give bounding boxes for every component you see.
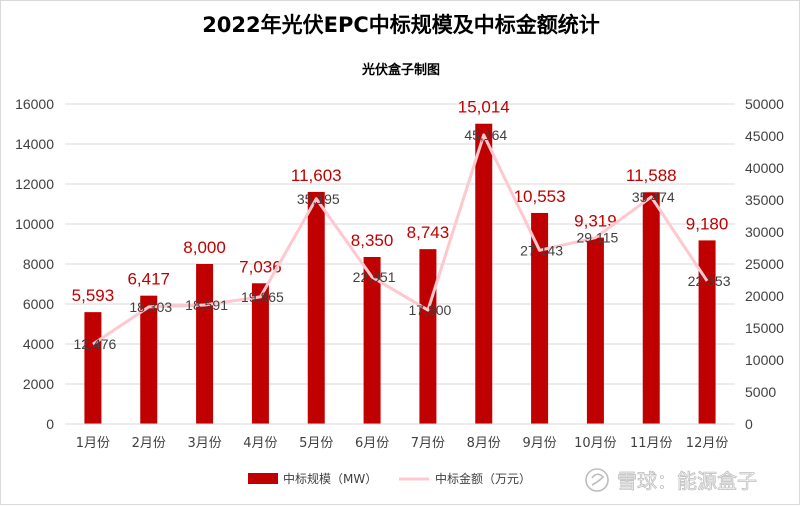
left-y-tick-label: 2000 (23, 376, 54, 392)
x-tick-label: 12月份 (686, 436, 729, 451)
right-y-tick-label: 50000 (745, 96, 784, 112)
line-path (92, 133, 709, 346)
left-y-tick-label: 12000 (15, 176, 54, 192)
chart-title: 2022年光伏EPC中标规模及中标金额统计 (202, 13, 600, 37)
line-value-label: 22,353 (688, 273, 731, 289)
bar-value-label: 8,743 (407, 223, 450, 242)
line-value-label: 17,800 (409, 302, 452, 318)
legend-line-label: 中标金额（万元） (435, 471, 531, 486)
line-series: 12,476 18,303 18,591 19,865 35,195 22,951 17,8… (74, 127, 731, 352)
left-y-tick-label: 4000 (23, 336, 54, 352)
line-value-label: 19,865 (241, 289, 284, 305)
left-y-axis: 0 2000 4000 6000 8000 10000 12000 14000 16000 (15, 96, 54, 432)
right-y-tick-label: 35000 (745, 192, 784, 208)
bar (475, 123, 493, 424)
line-value-label: 12,476 (74, 336, 117, 352)
x-tick-label: 11月份 (630, 436, 673, 451)
line-value-label: 29,115 (577, 230, 619, 246)
bar (419, 249, 437, 424)
legend-bar-swatch (248, 473, 278, 484)
legend-bar-label: 中标规模（MW） (283, 471, 377, 486)
x-tick-label: 5月份 (299, 436, 333, 451)
line-value-label: 27,143 (520, 242, 563, 258)
x-tick-label: 1月份 (76, 436, 110, 451)
bar (531, 212, 549, 424)
x-tick-label: 8月份 (467, 436, 501, 451)
x-tick-label: 7月份 (411, 436, 445, 451)
bar (363, 257, 381, 424)
x-tick-label: 10月份 (574, 436, 617, 451)
right-y-tick-label: 40000 (745, 160, 784, 176)
line-value-label: 22,951 (353, 269, 396, 285)
watermark-text: 雪球：能源盒子 (617, 469, 757, 493)
line-value-label: 18,591 (185, 297, 228, 313)
x-tick-label: 4月份 (243, 436, 277, 451)
left-y-tick-label: 6000 (23, 296, 54, 312)
bar-series: 5,593 6,417 8,000 7,036 11,603 8,350 8,743 15,0… (72, 98, 729, 424)
bar (642, 192, 660, 424)
gridlines (65, 103, 735, 425)
left-y-tick-label: 8000 (23, 256, 54, 272)
bar (196, 264, 214, 424)
line-value-label: 35,474 (632, 189, 675, 205)
right-y-tick-label: 30000 (745, 224, 784, 240)
right-y-tick-label: 10000 (745, 352, 784, 368)
legend: 中标规模（MW） 中标金额（万元） (248, 471, 531, 486)
bar (251, 283, 269, 424)
right-y-tick-label: 5000 (745, 384, 776, 400)
watermark: 雪球：能源盒子 (585, 468, 757, 493)
x-axis: 1月份 2月份 3月份 4月份 5月份 6月份 7月份 8月份 9月份 10月份 11月份 12月份 (65, 423, 735, 451)
left-y-tick-label: 10000 (15, 216, 54, 232)
line-value-label: 18,303 (129, 299, 172, 315)
bar-value-label: 5,593 (72, 286, 115, 305)
right-y-tick-label: 25000 (745, 256, 784, 272)
bar (698, 240, 716, 424)
right-y-tick-label: 15000 (745, 320, 784, 336)
bar (84, 312, 102, 424)
bar-value-label: 7,036 (239, 257, 282, 276)
right-y-tick-label: 45000 (745, 128, 784, 144)
x-tick-label: 2月份 (132, 436, 166, 451)
left-y-tick-label: 16000 (15, 96, 54, 112)
bar-value-label: 11,603 (291, 166, 342, 185)
x-tick-label: 3月份 (187, 436, 221, 451)
x-tick-label: 9月份 (522, 436, 556, 451)
left-y-tick-label: 0 (46, 416, 54, 432)
chart-subtitle: 光伏盒子制图 (361, 62, 440, 78)
bar-value-label: 9,180 (686, 214, 729, 233)
bar-value-label: 8,000 (183, 238, 226, 257)
snowball-logo-icon (585, 468, 609, 492)
right-y-axis: 0 5000 10000 15000 20000 25000 30000 35000 40000… (745, 96, 784, 432)
bar-value-label: 10,553 (514, 187, 566, 206)
bar-value-label: 11,588 (626, 166, 677, 185)
bar (307, 191, 325, 424)
line-value-label: 35,195 (297, 191, 340, 207)
bar (140, 295, 158, 424)
left-y-tick-label: 14000 (15, 136, 54, 152)
right-y-tick-label: 20000 (745, 288, 784, 304)
right-y-tick-label: 0 (745, 416, 753, 432)
line-value-label: 45,164 (464, 127, 507, 143)
bar-value-label: 6,417 (127, 270, 170, 289)
x-tick-label: 6月份 (355, 436, 389, 451)
bar-value-label: 15,014 (458, 98, 510, 117)
bar-value-label: 8,350 (351, 231, 394, 250)
bar-value-label: 9,319 (574, 212, 617, 231)
bar (586, 237, 604, 424)
